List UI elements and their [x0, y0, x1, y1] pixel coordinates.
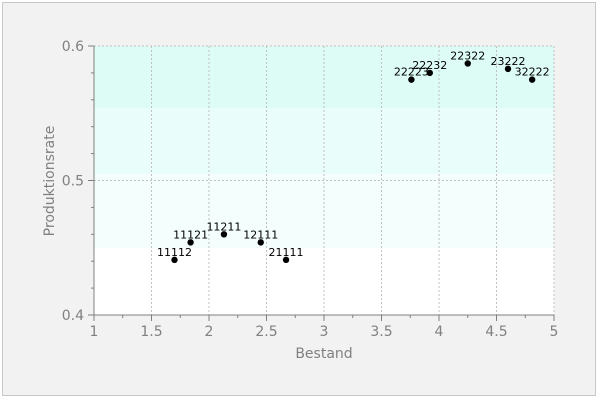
x-tick-label-1: 1.5: [140, 324, 162, 340]
data-point-label-22322: 22322: [450, 49, 485, 62]
x-tick-label-2: 2: [205, 324, 214, 340]
data-point-label-11121: 11121: [173, 228, 208, 241]
y-tick-label-2: 0.6: [62, 39, 84, 55]
data-point-label-12111: 12111: [243, 228, 278, 241]
data-point-label-11112: 11112: [157, 246, 192, 259]
data-point-11121: [187, 239, 194, 246]
data-point-label-22232: 22232: [412, 59, 447, 72]
x-axis-title: Bestand: [295, 346, 352, 362]
y-tick-label-1: 0.5: [62, 174, 84, 190]
data-point-label-32222: 32222: [515, 66, 550, 79]
data-point-23222: [504, 65, 512, 73]
y-axis-title: Produktionsrate: [42, 126, 58, 237]
data-point-12111: [257, 239, 264, 246]
data-point-label-23222: 23222: [491, 55, 526, 68]
data-point-11211: [220, 231, 228, 238]
x-tick-label-7: 4.5: [485, 324, 507, 340]
grid-lines: [94, 45, 555, 315]
y-axis-ticks: 0.4 0.5 0.6: [62, 39, 94, 324]
data-point-22322: [464, 60, 471, 67]
data-point-label-22223: 22223: [394, 66, 429, 79]
x-tick-label-3: 2.5: [255, 324, 277, 340]
x-axis-ticks: 1 1.5 2 2.5 3 3.5 4 4.5 5: [90, 315, 559, 340]
data-point-22223: [408, 76, 415, 83]
background-band-3: [94, 46, 554, 108]
data-point-21111: [282, 256, 290, 264]
data-point-label-21111: 21111: [269, 246, 304, 259]
data-point-32222: [528, 76, 536, 83]
x-tick-label-8: 5: [550, 324, 559, 340]
x-tick-label-6: 4: [435, 324, 444, 340]
data-point-22232: [426, 69, 433, 77]
data-point-11112: [171, 256, 178, 264]
x-tick-label-0: 1: [90, 324, 99, 340]
x-tick-label-5: 3.5: [370, 324, 392, 340]
data-point-label-11211: 11211: [206, 220, 241, 233]
y-tick-label-0: 0.4: [62, 308, 84, 324]
x-tick-label-4: 3: [320, 324, 329, 340]
